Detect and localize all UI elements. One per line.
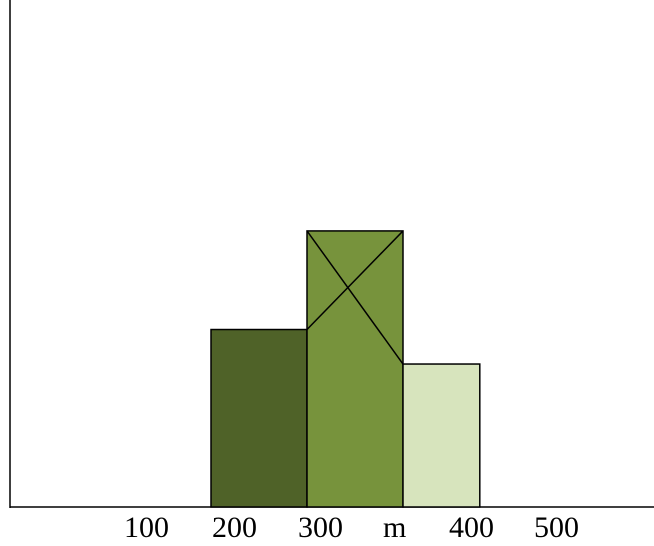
x-tick-label-500: 500 [534,511,579,544]
x-tick-labels: 100 200 300 m 400 500 [124,511,579,544]
bar-300-400 [306,230,404,508]
x-tick-label-unit: m [383,511,406,544]
x-tick-label-300: 300 [298,511,343,544]
x-tick-label-100: 100 [124,511,169,544]
x-tick-label-400: 400 [449,511,494,544]
cross-line-descending [306,230,404,365]
bar-200-300 [210,328,308,508]
x-tick-label-200: 200 [212,511,257,544]
cross-line-ascending [306,230,404,331]
annotations-group [306,230,404,365]
bars-group [210,230,481,508]
bar-400-480 [402,363,481,508]
